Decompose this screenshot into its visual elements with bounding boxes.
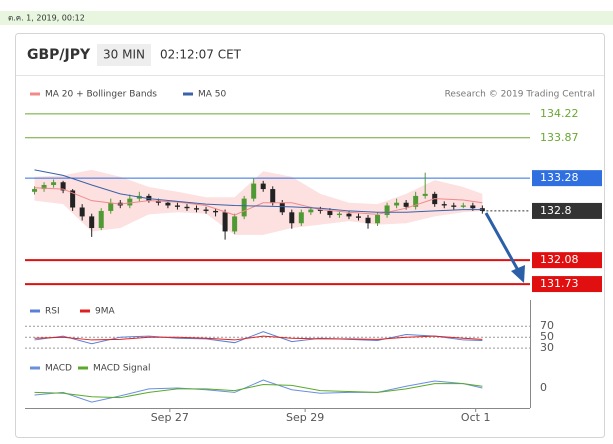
level-label: 131.73 <box>540 277 579 290</box>
candle-body <box>346 213 352 217</box>
candle-body <box>32 189 38 192</box>
candle-body <box>70 190 76 208</box>
candle-body <box>194 208 200 210</box>
level-label: 133.28 <box>540 171 579 184</box>
level-box <box>532 276 602 293</box>
candle-body <box>174 205 180 207</box>
legend-label: MACD Signal <box>93 364 151 374</box>
arrow-shaft <box>484 212 521 273</box>
candle-body <box>222 212 228 232</box>
plot: 134.22 133.87 133.28 132.8 132.08 131.73 MA 20… <box>25 90 602 424</box>
candle-body <box>451 205 457 207</box>
candle-body <box>327 210 333 216</box>
candle-body <box>108 202 114 211</box>
x-tick-label: Sep 27 <box>151 411 189 424</box>
candle-body <box>127 198 133 206</box>
candle-body <box>165 202 171 206</box>
candle-body <box>336 213 342 216</box>
forecast-arrow <box>484 212 525 283</box>
candle-body <box>79 207 85 217</box>
time: 02:12:07 CET <box>160 48 242 62</box>
x-tick-label: Oct 1 <box>461 411 491 424</box>
y-tick-label: 0 <box>540 381 547 394</box>
y-tick-label: 70 <box>540 319 554 332</box>
source: Research © 2019 Trading Central <box>445 90 595 100</box>
candle-body <box>51 182 57 185</box>
candle-body <box>413 195 419 207</box>
candle-body <box>60 182 66 191</box>
level-box <box>532 202 602 219</box>
candle-body <box>260 183 266 190</box>
indicator-line <box>34 379 483 403</box>
candle-body <box>384 205 390 216</box>
candle-body <box>241 198 247 217</box>
candle-body <box>251 183 257 199</box>
candle-body <box>298 212 304 224</box>
symbol: GBP/JPY <box>27 47 91 63</box>
candle-body <box>232 216 238 232</box>
interval-box <box>97 44 151 66</box>
candle-body <box>355 216 361 218</box>
candle-body <box>184 206 190 209</box>
panel <box>15 33 605 438</box>
top-bar <box>0 11 613 25</box>
candle-body <box>394 202 400 206</box>
level-label: 132.8 <box>540 204 572 217</box>
candle-body <box>422 193 428 196</box>
interval: 30 MIN <box>103 48 145 62</box>
candle-body <box>317 209 323 211</box>
ma-line <box>34 187 483 216</box>
candle-body <box>41 184 47 190</box>
candle-body <box>365 217 371 224</box>
candle-body <box>203 209 209 211</box>
candle-body <box>308 209 314 213</box>
indicator-line <box>34 383 483 399</box>
candle-body <box>89 216 95 229</box>
level-label: 133.87 <box>540 131 579 144</box>
legend-label: MA 50 <box>198 90 227 100</box>
candle-body <box>98 210 104 229</box>
candle-body <box>441 204 447 206</box>
candle-body <box>155 200 161 203</box>
date: ต.ค. 1, 2019, 00:12 <box>8 14 85 23</box>
legend-label: MA 20 + Bollinger Bands <box>45 90 157 100</box>
legend-label: MACD <box>45 364 72 374</box>
level-label: 134.22 <box>540 107 579 120</box>
candle-body <box>470 205 476 209</box>
indicator-line <box>34 335 483 341</box>
candle-body <box>375 215 381 224</box>
legend-label: 9MA <box>95 307 115 317</box>
level-box <box>532 170 602 187</box>
candle-body <box>460 205 466 207</box>
candle-body <box>289 212 295 224</box>
level-label: 132.08 <box>540 253 579 266</box>
ma-line <box>34 169 483 213</box>
candle-body <box>403 202 409 207</box>
candle-body <box>279 202 285 213</box>
x-tick-label: Sep 29 <box>286 411 324 424</box>
candle-body <box>270 189 276 203</box>
candle-body <box>213 210 219 213</box>
y-tick-label: 50 <box>540 330 554 343</box>
arrow-head <box>511 265 525 283</box>
y-tick-label: 30 <box>540 341 554 354</box>
legend-label: RSI <box>45 307 60 317</box>
level-box <box>532 252 602 269</box>
